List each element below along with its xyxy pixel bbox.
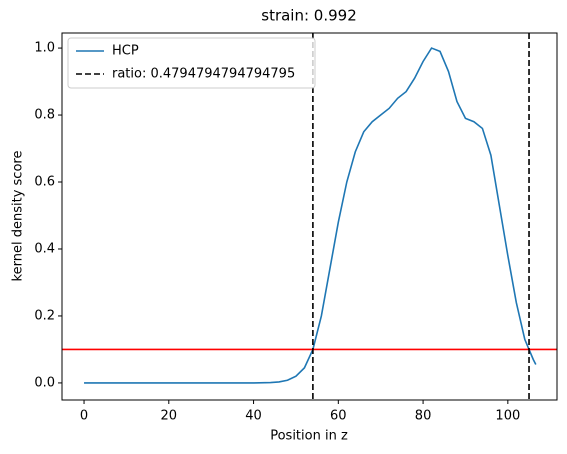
legend-label: ratio: 0.4794794794794795 (112, 67, 295, 82)
y-tick-label: 0.8 (34, 108, 55, 123)
y-tick-label: 0.2 (34, 308, 55, 323)
x-tick-label: 100 (495, 409, 520, 424)
x-tick-label: 0 (80, 409, 88, 424)
y-tick-label: 1.0 (34, 41, 55, 56)
y-tick-label: 0.4 (34, 241, 55, 256)
y-axis-label: kernel density score (11, 151, 26, 282)
plot-frame (61, 32, 558, 401)
legend-box (67, 37, 316, 89)
legend-label: HCP (112, 44, 139, 59)
y-tick-label: 0.0 (34, 375, 55, 390)
chart-title: strain: 0.992 (261, 7, 357, 25)
x-tick-label: 60 (330, 409, 347, 424)
x-axis-label: Position in z (270, 429, 348, 444)
x-tick-label: 20 (161, 409, 178, 424)
x-tick-label: 80 (415, 409, 432, 424)
x-tick-label: 40 (245, 409, 262, 424)
y-tick-label: 0.6 (34, 175, 55, 190)
line-series (84, 47, 537, 384)
